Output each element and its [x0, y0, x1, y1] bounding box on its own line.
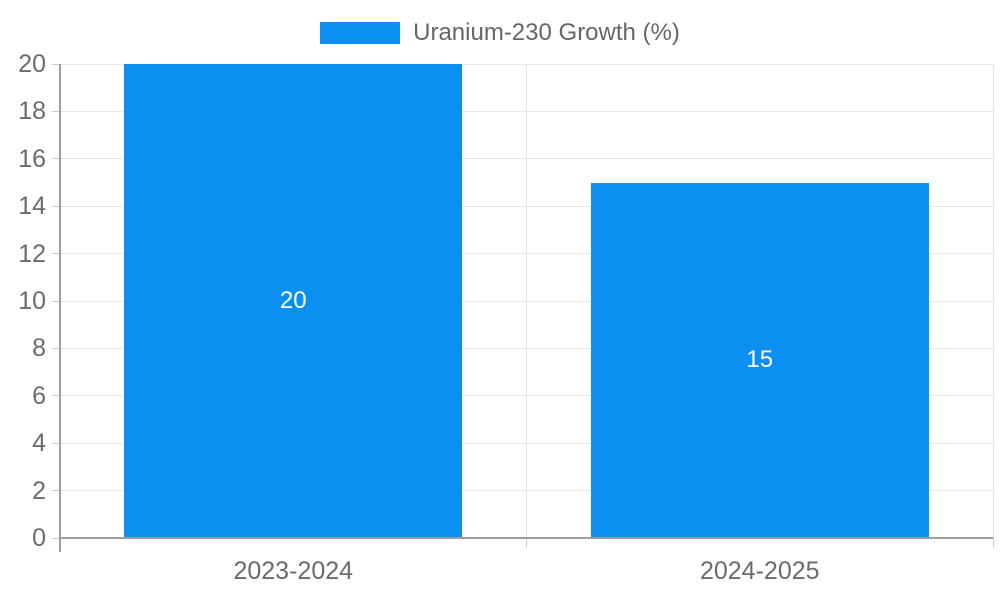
y-axis-tick-label: 0 — [32, 524, 46, 552]
y-axis-tick-label: 2 — [32, 476, 46, 505]
x-tick-mark — [992, 538, 994, 547]
legend-label: Uranium-230 Growth (%) — [413, 19, 680, 46]
y-tick-mark — [52, 395, 60, 397]
y-axis-line — [59, 64, 61, 552]
x-axis-tick-label: 2024-2025 — [699, 557, 820, 585]
plot-area: 0 2 4 6 8 10 12 14 16 18 20 20 2023-2024 15 2024-2025 — [18, 51, 994, 584]
y-tick-mark — [52, 158, 60, 160]
y-axis-tick-label: 12 — [18, 239, 46, 268]
legend: Uranium-230 Growth (%) — [0, 19, 1000, 47]
y-tick-mark — [52, 490, 60, 492]
y-axis-tick-label: 4 — [32, 429, 46, 458]
y-tick-mark — [52, 347, 60, 349]
y-tick-mark — [52, 110, 60, 112]
y-axis-tick-label: 20 — [18, 50, 46, 78]
bar-value-label: 15 — [746, 346, 774, 374]
gridline-vertical — [992, 64, 994, 538]
x-tick-mark — [526, 538, 527, 547]
x-axis-tick-label: 2023-2024 — [233, 557, 354, 585]
y-axis-tick-label: 8 — [32, 334, 46, 363]
y-axis-tick-label: 16 — [18, 144, 46, 173]
y-axis-tick-label: 6 — [32, 381, 46, 410]
y-axis-tick-label: 14 — [18, 192, 46, 221]
gridline-vertical — [526, 64, 527, 538]
legend-swatch — [320, 22, 401, 44]
y-tick-mark — [52, 205, 60, 207]
y-tick-mark — [52, 63, 60, 65]
y-tick-mark — [52, 300, 60, 302]
bar — [590, 182, 929, 538]
y-tick-mark — [52, 442, 60, 444]
y-tick-mark — [52, 253, 60, 255]
y-axis-tick-label: 18 — [18, 97, 46, 126]
y-tick-mark — [52, 537, 60, 539]
x-axis-line — [60, 537, 993, 539]
y-axis-tick-label: 10 — [18, 287, 46, 315]
bar — [124, 64, 463, 538]
bar-value-label: 20 — [279, 287, 307, 314]
